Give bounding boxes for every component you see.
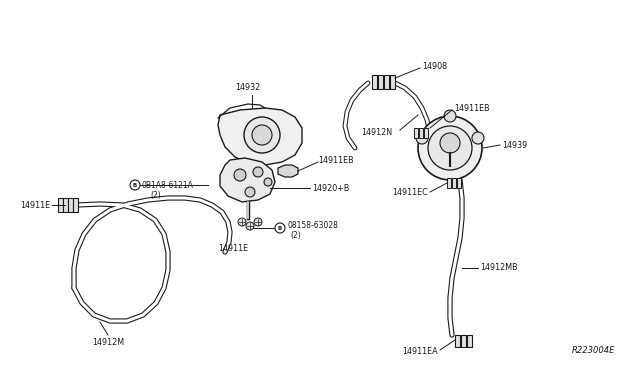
Polygon shape (220, 158, 275, 202)
Text: 14912MB: 14912MB (480, 263, 518, 273)
Text: 14908: 14908 (422, 61, 447, 71)
Text: R223004E: R223004E (572, 346, 615, 355)
Text: B: B (133, 183, 137, 187)
Bar (73, 198, 78, 212)
Text: 14920+B: 14920+B (312, 183, 349, 192)
Bar (457, 178, 461, 188)
Text: (2): (2) (150, 190, 161, 199)
Circle shape (472, 132, 484, 144)
Circle shape (416, 132, 428, 144)
Circle shape (264, 178, 272, 186)
Circle shape (246, 222, 254, 230)
Text: 14911EA: 14911EA (403, 347, 438, 356)
Circle shape (238, 218, 246, 226)
Circle shape (130, 180, 140, 190)
Text: 08158-63028: 08158-63028 (287, 221, 338, 230)
Text: 0B1A8-6121A: 0B1A8-6121A (142, 180, 194, 189)
Bar (378, 75, 383, 89)
Circle shape (275, 223, 285, 233)
Circle shape (254, 218, 262, 226)
Bar (452, 178, 456, 188)
Circle shape (252, 125, 272, 145)
Text: 14911E: 14911E (20, 201, 50, 209)
Bar (447, 178, 451, 188)
Circle shape (440, 133, 460, 153)
Text: 14912M: 14912M (92, 338, 124, 347)
Polygon shape (278, 165, 298, 177)
Text: 14911EB: 14911EB (454, 103, 490, 112)
Bar (384, 75, 389, 89)
Text: B: B (278, 225, 282, 231)
Circle shape (244, 117, 280, 153)
Polygon shape (218, 108, 302, 165)
Text: 14911EC: 14911EC (392, 187, 428, 196)
Circle shape (234, 169, 246, 181)
Bar (68, 198, 73, 212)
Bar (424, 128, 428, 138)
Bar (419, 128, 423, 138)
Text: 14932: 14932 (236, 83, 260, 92)
Circle shape (428, 126, 472, 170)
Bar (390, 75, 395, 89)
Bar (372, 75, 377, 89)
Bar (455, 335, 460, 347)
Text: 14912N: 14912N (361, 128, 392, 137)
Text: (2): (2) (290, 231, 301, 240)
Text: 14911EB: 14911EB (318, 155, 354, 164)
Bar (63, 198, 68, 212)
Circle shape (245, 187, 255, 197)
Bar (461, 335, 466, 347)
Text: 14911E: 14911E (218, 244, 248, 253)
Text: 14939: 14939 (502, 141, 527, 150)
Circle shape (418, 116, 482, 180)
Circle shape (444, 110, 456, 122)
Bar (58, 198, 63, 212)
Bar (414, 128, 418, 138)
Bar (467, 335, 472, 347)
Circle shape (253, 167, 263, 177)
